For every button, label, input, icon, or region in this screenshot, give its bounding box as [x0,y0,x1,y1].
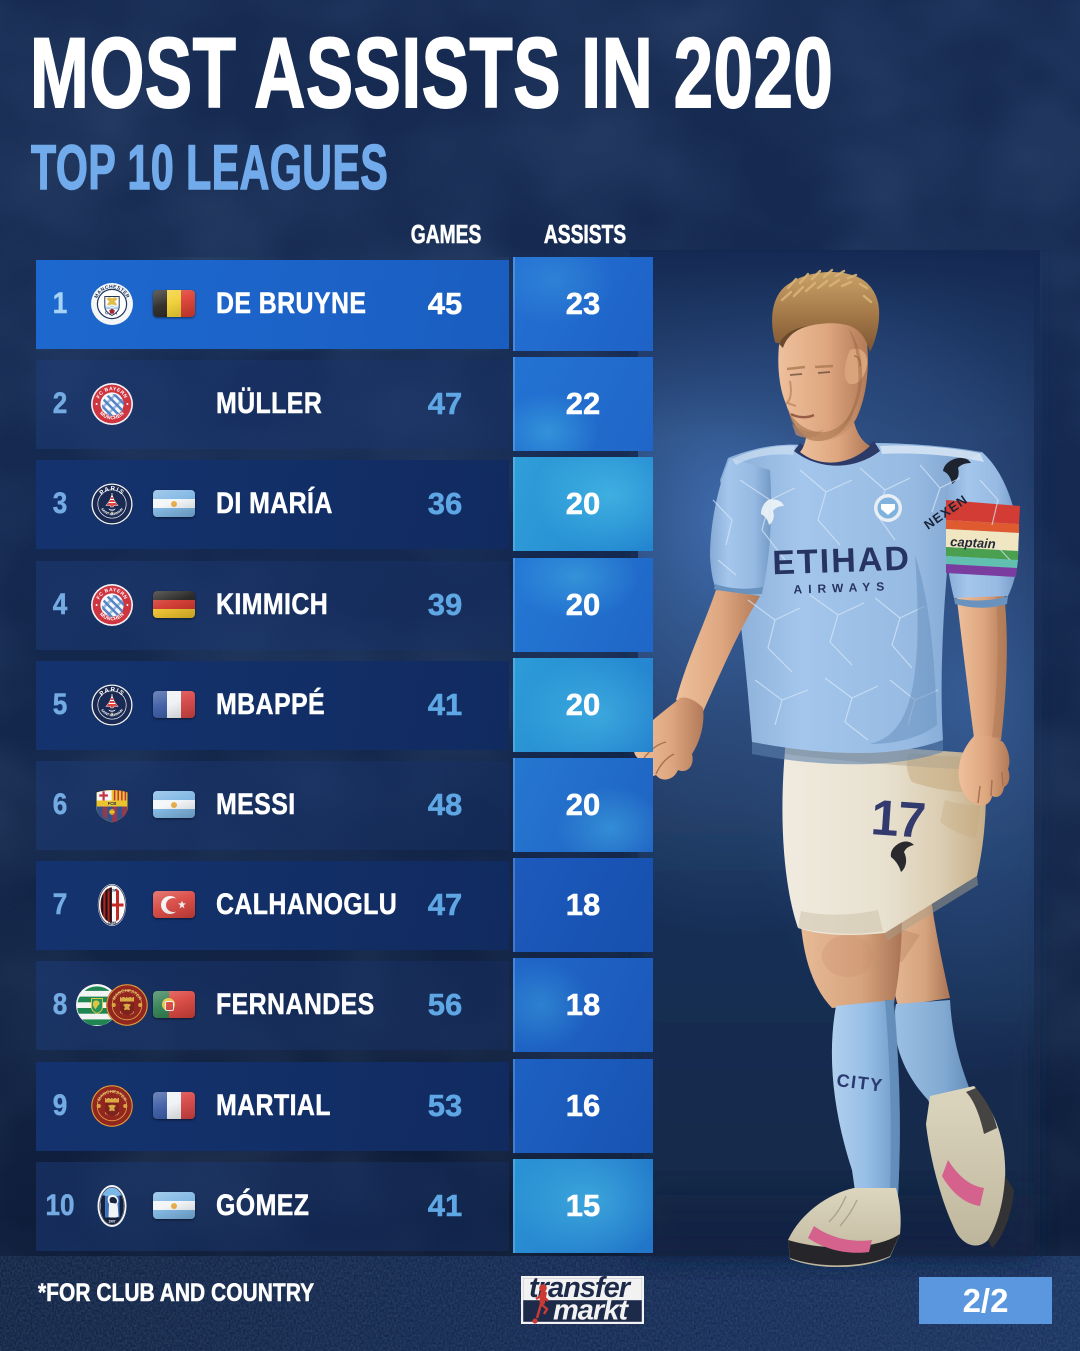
svg-text:1899: 1899 [108,921,116,925]
svg-text:ACM: ACM [108,889,117,893]
svg-text:MÜNCHEN: MÜNCHEN [98,612,126,623]
svg-text:PARIS: PARIS [98,485,125,496]
svg-text:1907: 1907 [108,1219,115,1223]
svg-text:ETIHAD: ETIHAD [772,540,912,583]
svg-text:FCB: FCB [108,801,117,806]
svg-text:captain: captain [950,534,996,551]
svg-text:markt: markt [553,1295,629,1325]
svg-text:PARIS: PARIS [98,686,125,697]
svg-text:MÜNCHEN: MÜNCHEN [98,411,126,422]
svg-text:17: 17 [869,789,926,849]
svg-text:AIRWAYS: AIRWAYS [793,579,890,596]
